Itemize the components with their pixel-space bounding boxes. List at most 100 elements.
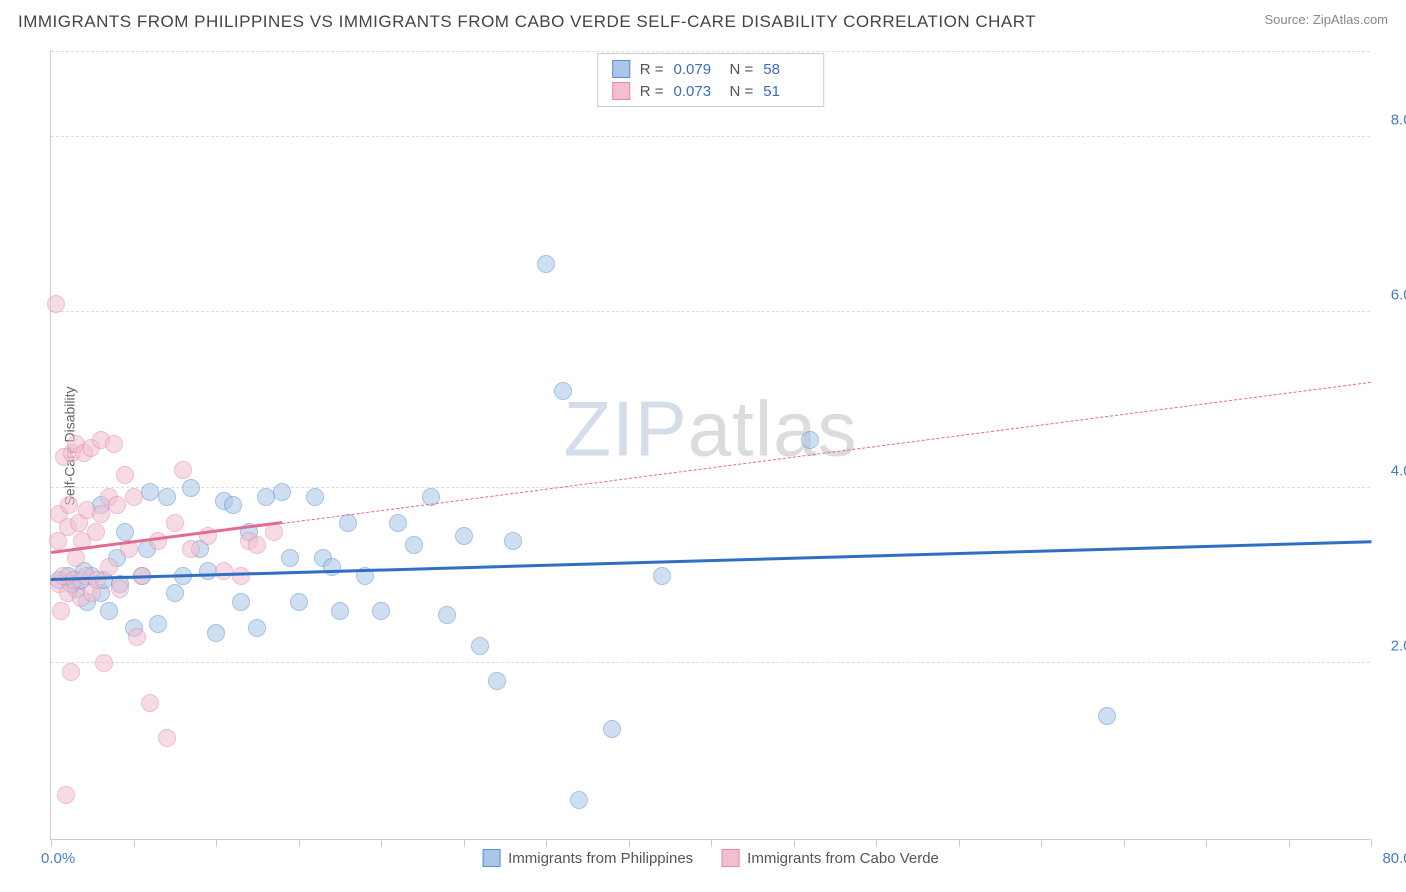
x-tick: [1124, 839, 1125, 847]
x-tick: [134, 839, 135, 847]
data-point: [207, 624, 225, 642]
data-point: [257, 488, 275, 506]
r-value: 0.079: [674, 61, 720, 78]
data-point: [215, 562, 233, 580]
data-point: [653, 567, 671, 585]
data-point: [100, 602, 118, 620]
x-tick: [1041, 839, 1042, 847]
stats-legend-row: R =0.073N =51: [612, 80, 810, 102]
stats-legend: R =0.079N =58R =0.073N =51: [597, 53, 825, 107]
data-point: [455, 527, 473, 545]
x-tick: [629, 839, 630, 847]
data-point: [166, 584, 184, 602]
data-point: [224, 496, 242, 514]
data-point: [248, 619, 266, 637]
data-point: [158, 729, 176, 747]
data-point: [111, 580, 129, 598]
series-legend: Immigrants from Philippines Immigrants fr…: [482, 849, 939, 867]
x-tick: [876, 839, 877, 847]
source-label: Source: ZipAtlas.com: [1264, 12, 1388, 27]
data-point: [290, 593, 308, 611]
data-point: [438, 606, 456, 624]
n-label: N =: [730, 83, 754, 100]
data-point: [100, 558, 118, 576]
x-tick: [546, 839, 547, 847]
data-point: [182, 540, 200, 558]
data-point: [149, 615, 167, 633]
data-point: [273, 483, 291, 501]
data-point: [87, 523, 105, 541]
data-point: [265, 523, 283, 541]
y-tick-label: 2.0%: [1391, 638, 1406, 655]
data-point: [105, 435, 123, 453]
x-tick: [711, 839, 712, 847]
data-point: [149, 532, 167, 550]
x-tick: [794, 839, 795, 847]
x-tick: [464, 839, 465, 847]
data-point: [232, 567, 250, 585]
scatter-chart: ZIPatlas R =0.079N =58R =0.073N =51 0.0%…: [50, 50, 1370, 840]
r-value: 0.073: [674, 83, 720, 100]
data-point: [182, 479, 200, 497]
data-point: [554, 382, 572, 400]
gridline: [51, 487, 1370, 488]
data-point: [174, 461, 192, 479]
data-point: [405, 536, 423, 554]
data-point: [166, 514, 184, 532]
x-tick: [959, 839, 960, 847]
x-tick: [51, 839, 52, 847]
data-point: [125, 488, 143, 506]
r-label: R =: [640, 61, 664, 78]
x-tick: [381, 839, 382, 847]
legend-label: Immigrants from Cabo Verde: [747, 850, 939, 867]
data-point: [323, 558, 341, 576]
data-point: [389, 514, 407, 532]
data-point: [141, 483, 159, 501]
data-point: [603, 720, 621, 738]
legend-item: Immigrants from Cabo Verde: [721, 849, 939, 867]
legend-item: Immigrants from Philippines: [482, 849, 693, 867]
x-tick: [299, 839, 300, 847]
title-bar: IMMIGRANTS FROM PHILIPPINES VS IMMIGRANT…: [0, 0, 1406, 38]
gridline: [51, 136, 1370, 137]
data-point: [158, 488, 176, 506]
n-value: 58: [763, 61, 809, 78]
x-tick: [1206, 839, 1207, 847]
data-point: [67, 549, 85, 567]
trend-line: [282, 382, 1371, 524]
x-axis-min-label: 0.0%: [41, 850, 75, 867]
gridline: [51, 51, 1370, 52]
gridline: [51, 662, 1370, 663]
data-point: [504, 532, 522, 550]
data-point: [471, 637, 489, 655]
legend-swatch: [482, 849, 500, 867]
data-point: [1098, 707, 1116, 725]
data-point: [801, 431, 819, 449]
data-point: [47, 295, 65, 313]
data-point: [108, 496, 126, 514]
legend-label: Immigrants from Philippines: [508, 850, 693, 867]
data-point: [57, 786, 75, 804]
data-point: [281, 549, 299, 567]
data-point: [570, 791, 588, 809]
x-tick: [216, 839, 217, 847]
data-point: [199, 562, 217, 580]
data-point: [116, 466, 134, 484]
data-point: [488, 672, 506, 690]
x-tick: [1371, 839, 1372, 847]
n-label: N =: [730, 61, 754, 78]
y-tick-label: 4.0%: [1391, 462, 1406, 479]
data-point: [141, 694, 159, 712]
data-point: [92, 505, 110, 523]
data-point: [339, 514, 357, 532]
y-tick-label: 8.0%: [1391, 111, 1406, 128]
data-point: [62, 663, 80, 681]
x-axis-max-label: 80.0%: [1382, 850, 1406, 867]
r-label: R =: [640, 83, 664, 100]
data-point: [52, 602, 70, 620]
y-tick-label: 6.0%: [1391, 287, 1406, 304]
data-point: [232, 593, 250, 611]
watermark: ZIPatlas: [563, 383, 857, 474]
watermark-zip: ZIP: [563, 384, 687, 472]
gridline: [51, 311, 1370, 312]
